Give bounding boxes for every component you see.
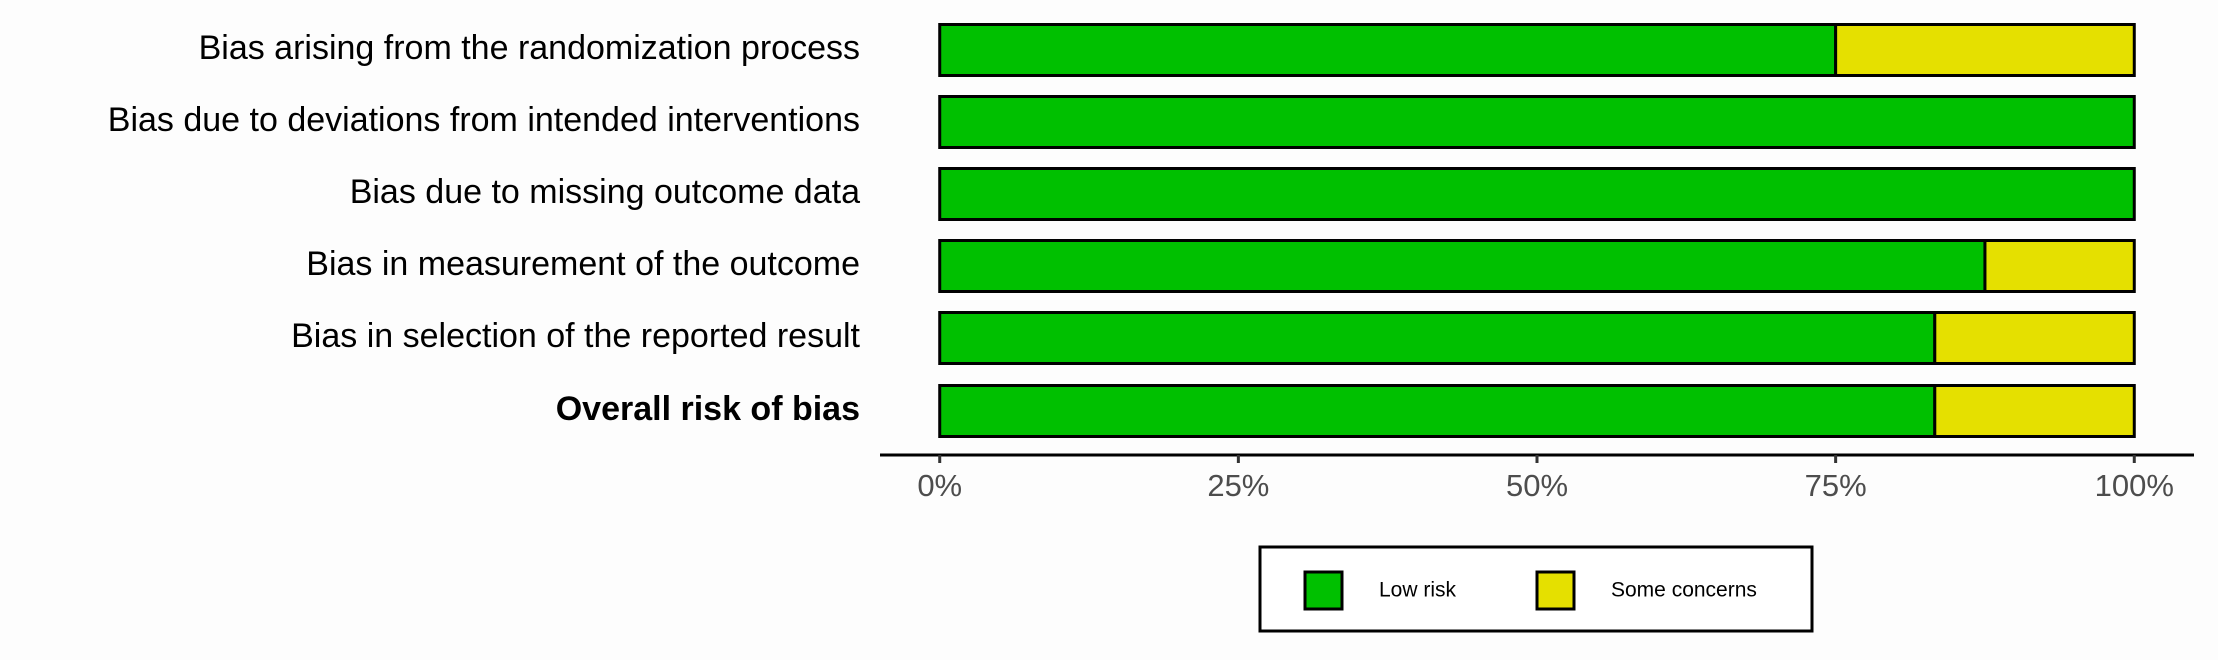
category-label: Bias due to deviations from intended int… xyxy=(108,101,860,139)
bar-segment xyxy=(938,239,1987,293)
legend-label: Some concerns xyxy=(1611,579,1757,602)
bar-segment xyxy=(1933,384,2136,438)
bar-segment xyxy=(1933,311,2136,365)
bar-segment xyxy=(938,167,2136,221)
bar-segment xyxy=(938,311,1937,365)
x-tick-label: 50% xyxy=(1506,468,1568,503)
legend-label: Low risk xyxy=(1379,579,1457,602)
category-label: Bias in selection of the reported result xyxy=(291,317,860,355)
bar-segment xyxy=(938,384,1937,438)
legend-key xyxy=(1535,570,1576,611)
x-tick-label: 75% xyxy=(1805,468,1867,503)
legend-key xyxy=(1303,570,1344,611)
x-tick-label: 0% xyxy=(917,468,962,503)
bar-segment xyxy=(938,23,1838,77)
x-tick-label: 25% xyxy=(1207,468,1269,503)
category-label: Bias due to missing outcome data xyxy=(350,173,860,211)
bar-segment xyxy=(1983,239,2136,293)
category-label: Bias arising from the randomization proc… xyxy=(199,29,860,67)
bar-segment xyxy=(938,95,2136,149)
bar-segment xyxy=(1834,23,2136,77)
x-tick-label: 100% xyxy=(2095,468,2174,503)
category-label: Bias in measurement of the outcome xyxy=(306,245,860,283)
category-label: Overall risk of bias xyxy=(556,390,860,428)
legend-box xyxy=(1258,545,1814,633)
